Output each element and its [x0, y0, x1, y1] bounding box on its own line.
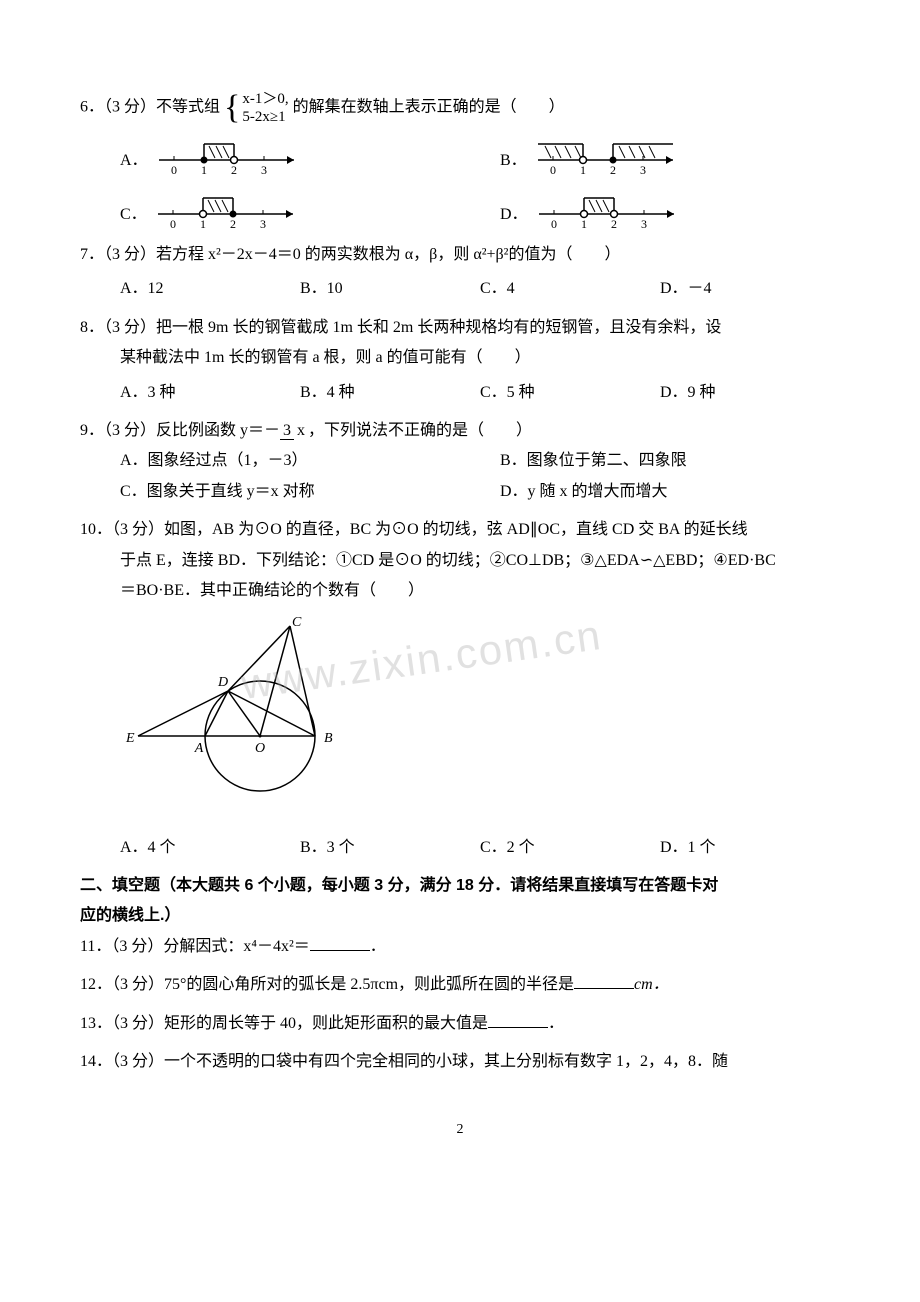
svg-text:3: 3 [260, 217, 266, 230]
q10-optD: D．1 个 [660, 833, 840, 863]
q8-l1: 8．（3 分）把一根 9m 长的钢管截成 1m 长和 2m 长两种规格均有的短钢… [80, 313, 840, 343]
question-13: 13．（3 分）矩形的周长等于 40，则此矩形面积的最大值是 ． [80, 1009, 840, 1039]
question-12: 12．（3 分）75°的圆心角所对的弧长是 2.5πcm，则此弧所在圆的半径是 c… [80, 970, 840, 1000]
question-10: 10．（3 分）如图，AB 为⊙O 的直径，BC 为⊙O 的切线，弦 AD∥OC… [80, 515, 840, 863]
q8-optD: D．9 种 [660, 378, 840, 408]
q9-optD: D．y 随 x 的增大而增大 [500, 477, 840, 507]
q12-blank [574, 973, 634, 989]
q8-optC: C．5 种 [480, 378, 660, 408]
section2-title-l1: 二、填空题（本大题共 6 个小题，每小题 3 分，满分 18 分．请将结果直接填… [80, 871, 840, 901]
q6-optA-numberline: 0 1 2 3 [154, 132, 304, 176]
q6-optB-numberline: 0 1 2 3 [533, 132, 683, 176]
svg-text:0: 0 [171, 163, 177, 176]
q6-optD-numberline: 0 1 2 3 [534, 186, 684, 230]
svg-text:1: 1 [200, 217, 206, 230]
q6-system: { x-1＞0, 5-2x≥1 [224, 90, 289, 126]
q9-optC: C．图象关于直线 y＝x 对称 [120, 477, 500, 507]
svg-text:C: C [292, 616, 302, 630]
svg-text:0: 0 [550, 163, 556, 176]
q12-stem: 12．（3 分）75°的圆心角所对的弧长是 2.5πcm，则此弧所在圆的半径是 [80, 976, 574, 993]
svg-text:1: 1 [580, 163, 586, 176]
q10-l3: ＝BO·BE．其中正确结论的个数有（ ） [80, 576, 840, 606]
svg-text:1: 1 [581, 217, 587, 230]
q11-blank [310, 935, 370, 951]
question-7: 7．（3 分）若方程 x²－2x－4＝0 的两实数根为 α，β，则 α²+β²的… [80, 240, 840, 305]
q9-stem-b: ，下列说法不正确的是（ ） [308, 422, 532, 439]
q6-optA-label: A． [120, 146, 148, 176]
svg-text:0: 0 [551, 217, 557, 230]
q11-tail: ． [370, 938, 386, 955]
q9-frac: 3x [280, 423, 308, 439]
q13-blank [488, 1012, 548, 1028]
q12-tail: cm． [634, 976, 669, 993]
q11-stem: 11．（3 分）分解因式：x⁴－4x²＝ [80, 938, 310, 955]
svg-text:2: 2 [610, 163, 616, 176]
svg-text:B: B [324, 731, 333, 746]
svg-text:O: O [255, 741, 265, 756]
q6-sys-bot: 5-2x≥1 [242, 109, 285, 125]
section2-title-l2: 应的横线上.） [80, 901, 840, 931]
svg-text:2: 2 [611, 217, 617, 230]
q10-optA: A．4 个 [120, 833, 300, 863]
q10-optB: B．3 个 [300, 833, 480, 863]
q10-l1: 10．（3 分）如图，AB 为⊙O 的直径，BC 为⊙O 的切线，弦 AD∥OC… [80, 515, 840, 545]
q8-optA: A．3 种 [120, 378, 300, 408]
q6-stem-a: 6．（3 分）不等式组 [80, 99, 220, 116]
q8-optB: B．4 种 [300, 378, 480, 408]
q6-optC-label: C． [120, 200, 147, 230]
svg-text:1: 1 [201, 163, 207, 176]
svg-text:D: D [217, 675, 228, 690]
q9-optB: B．图象位于第二、四象限 [500, 446, 840, 476]
q6-sys-top: x-1＞0, [242, 91, 288, 107]
q7-optD: D．－4 [660, 274, 840, 304]
svg-text:3: 3 [641, 217, 647, 230]
q13-tail: ． [548, 1015, 564, 1032]
svg-text:0: 0 [170, 217, 176, 230]
page-number: 2 [80, 1117, 840, 1144]
q6-optC-numberline: 0 1 2 3 [153, 186, 303, 230]
question-14: 14．（3 分）一个不透明的口袋中有四个完全相同的小球，其上分别标有数字 1，2… [80, 1047, 840, 1077]
question-8: 8．（3 分）把一根 9m 长的钢管截成 1m 长和 2m 长两种规格均有的短钢… [80, 313, 840, 408]
q10-l2: 于点 E，连接 BD．下列结论：①CD 是⊙O 的切线；②CO⊥DB；③△EDA… [80, 546, 840, 576]
q6-optB-label: B． [500, 146, 527, 176]
q6-optD-label: D． [500, 200, 528, 230]
q9-stem-a: 9．（3 分）反比例函数 y＝－ [80, 422, 280, 439]
q7-optB: B．10 [300, 274, 480, 304]
q7-optC: C．4 [480, 274, 660, 304]
svg-text:3: 3 [640, 163, 646, 176]
svg-text:3: 3 [261, 163, 267, 176]
svg-text:A: A [194, 741, 204, 756]
q10-figure: O A B C D E [120, 616, 360, 811]
question-11: 11．（3 分）分解因式：x⁴－4x²＝ ． [80, 932, 840, 962]
q6-stem-b: 的解集在数轴上表示正确的是（ ） [293, 99, 565, 116]
q13-stem: 13．（3 分）矩形的周长等于 40，则此矩形面积的最大值是 [80, 1015, 488, 1032]
question-9: 9．（3 分）反比例函数 y＝－3x，下列说法不正确的是（ ） A．图象经过点（… [80, 416, 840, 507]
svg-text:2: 2 [231, 163, 237, 176]
q9-optA: A．图象经过点（1，－3） [120, 446, 500, 476]
q14-stem: 14．（3 分）一个不透明的口袋中有四个完全相同的小球，其上分别标有数字 1，2… [80, 1053, 728, 1070]
q8-l2: 某种截法中 1m 长的钢管有 a 根，则 a 的值可能有（ ） [80, 343, 840, 373]
q7-optA: A．12 [120, 274, 300, 304]
q7-stem: 7．（3 分）若方程 x²－2x－4＝0 的两实数根为 α，β，则 α²+β²的… [80, 240, 840, 270]
question-6: 6．（3 分）不等式组 { x-1＞0, 5-2x≥1 的解集在数轴上表示正确的… [80, 90, 840, 230]
q10-optC: C．2 个 [480, 833, 660, 863]
svg-text:E: E [125, 731, 135, 746]
svg-text:2: 2 [230, 217, 236, 230]
